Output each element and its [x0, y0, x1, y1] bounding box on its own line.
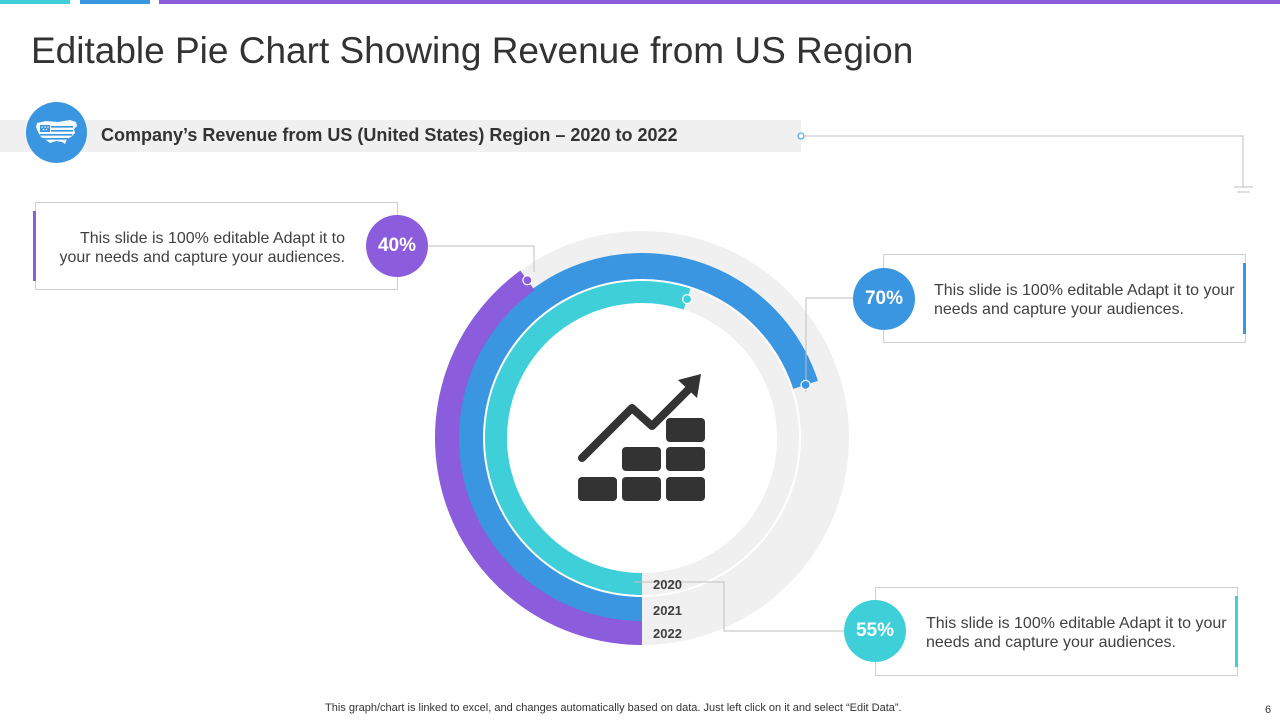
growth-chart-icon — [578, 374, 705, 501]
arc-end-dot-2021 — [801, 380, 810, 389]
data-label-2022: 40% — [366, 215, 428, 277]
data-label-2020: 55% — [844, 600, 906, 662]
header-connector-dot — [798, 133, 804, 139]
callout-text: This slide is 100% editable Adapt it to … — [59, 230, 345, 266]
callout-accent-bar — [1243, 263, 1246, 334]
callout-accent-bar — [33, 211, 36, 281]
callout-box-70: This slide is 100% editable Adapt it to … — [883, 254, 1246, 343]
page-number: 6 — [1265, 704, 1271, 716]
ring-arc-2020 — [496, 292, 687, 584]
year-label-2022: 2022 — [653, 626, 682, 641]
data-label-2021: 70% — [853, 268, 915, 330]
year-label-2021: 2021 — [653, 603, 682, 618]
connector-line-40 — [428, 246, 534, 272]
callout-text: This slide is 100% editable Adapt it to … — [934, 282, 1235, 318]
footer-note: This graph/chart is linked to excel, and… — [325, 702, 902, 714]
year-label-2020: 2020 — [653, 577, 682, 592]
header-connector-line — [801, 136, 1243, 187]
arc-end-dot-2022 — [523, 276, 532, 285]
callout-box-40: This slide is 100% editable Adapt it to … — [35, 202, 398, 290]
callout-text: This slide is 100% editable Adapt it to … — [926, 615, 1227, 651]
callout-box-55: This slide is 100% editable Adapt it to … — [875, 587, 1238, 676]
callout-accent-bar — [1235, 596, 1238, 667]
arc-end-dot-2020 — [683, 295, 692, 304]
